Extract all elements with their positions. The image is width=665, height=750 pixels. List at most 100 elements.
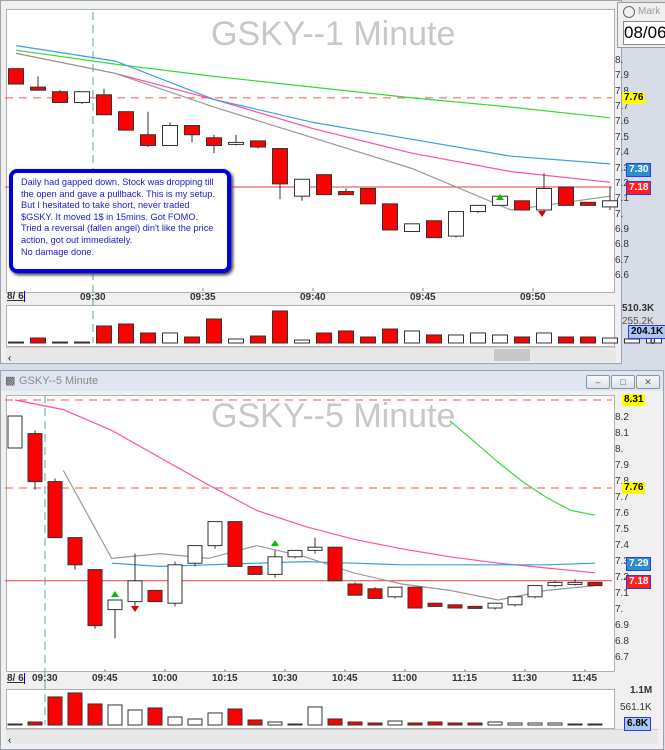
candle-body	[558, 186, 574, 206]
candle-body	[404, 223, 420, 232]
volume-bar	[382, 328, 398, 344]
window-title-bar[interactable]: ▩ GSKY--5 Minute – □ ✕	[1, 371, 663, 391]
candle-body	[184, 125, 200, 136]
market-time-widget[interactable]: Mark 08/06/	[617, 2, 665, 48]
price-tick-label: 8.	[615, 55, 624, 66]
volume-bar	[316, 332, 332, 344]
volume-bar	[558, 336, 574, 344]
candle-body	[250, 140, 266, 148]
volume-bar	[96, 325, 112, 344]
time-tick-label: 09:45	[410, 292, 436, 303]
volume-bar	[27, 721, 43, 726]
volume-bar	[387, 720, 403, 726]
candle-body	[162, 125, 178, 146]
candle-body	[96, 94, 112, 116]
volume-bar	[307, 706, 323, 726]
candle-body	[602, 200, 618, 208]
price-tick-label: 7.2	[615, 177, 629, 189]
volume-bar	[147, 707, 163, 726]
volume-bar	[52, 341, 68, 344]
scroll-left-icon[interactable]: ‹	[8, 353, 12, 364]
volume-bar	[207, 712, 223, 726]
volume-bar	[67, 692, 83, 726]
sell-arrow-icon	[538, 211, 546, 217]
time-tick-label: 09:45	[92, 673, 118, 684]
note-line: Daily had gapped down. Stock was droppin…	[21, 177, 215, 222]
volume-bar	[507, 722, 523, 726]
last-price-tag: 7.18	[626, 574, 652, 589]
candle-body	[7, 415, 23, 449]
candle-body	[367, 588, 383, 599]
volume-bar	[118, 323, 134, 344]
price-tick-label: 7.5	[615, 523, 629, 535]
volume-bar	[127, 709, 143, 726]
buy-arrow-icon	[111, 591, 119, 597]
volume-bar	[567, 723, 583, 726]
volume-bar	[470, 332, 486, 344]
date-label-5m: 8/ 6	[7, 673, 25, 684]
candle-body	[206, 137, 222, 146]
volume-bar	[162, 332, 178, 344]
price-tick-label: 7.1	[615, 193, 629, 205]
ma-green-line	[15, 49, 611, 119]
candle-body	[147, 589, 163, 603]
chart-watermark-5m: GSKY--5 Minute	[211, 397, 456, 435]
candle-body	[127, 580, 143, 603]
candle-body	[247, 565, 263, 575]
volume-bar	[227, 708, 243, 726]
candle-body	[87, 569, 103, 627]
volume-bar	[514, 336, 530, 344]
price-tick-label: 6.9	[615, 223, 629, 235]
sell-arrow-icon	[131, 606, 139, 612]
time-tick-label: 10:45	[332, 673, 358, 684]
candle-body	[536, 187, 552, 211]
chart-icon: ▩	[5, 375, 16, 387]
volume-bar	[247, 719, 263, 726]
volume-bar	[407, 722, 423, 726]
time-tick-label: 11:00	[392, 673, 418, 684]
volume-bar	[74, 341, 90, 344]
maximize-button[interactable]: □	[611, 375, 635, 389]
candle-body	[547, 581, 563, 587]
volume-last-tag-5m: 6.8K	[624, 717, 652, 731]
price-tick-label: 7.5	[615, 131, 629, 143]
volume-bar	[30, 337, 46, 344]
volume-bar	[487, 721, 503, 726]
minimize-button[interactable]: –	[586, 375, 610, 389]
scrollbar-thumb[interactable]	[494, 349, 530, 361]
volume-zero-label: 0	[650, 336, 656, 347]
candle-body	[27, 433, 43, 483]
horizontal-scrollbar[interactable]: ‹	[6, 347, 616, 364]
close-button[interactable]: ✕	[636, 375, 660, 389]
candle-body	[47, 481, 63, 539]
price-tick-label: 6.8	[615, 635, 629, 647]
market-label: Mark	[638, 6, 661, 17]
volume-bar	[7, 723, 23, 726]
price-tick-label: 8.2	[615, 411, 629, 423]
market-date-field[interactable]: 08/06/	[623, 21, 665, 45]
candle-body	[8, 68, 24, 85]
volume-bar	[8, 341, 24, 344]
price-tick-label: 7.	[615, 208, 624, 220]
candle-body	[52, 91, 68, 103]
volume-mid-label-5m: 561.1K	[620, 702, 652, 713]
price-tick-label: 6.6	[615, 270, 629, 282]
ma-blue-line	[111, 560, 596, 568]
volume-bar	[360, 336, 376, 344]
candle-body	[347, 583, 363, 596]
volume-bar	[87, 703, 103, 726]
horizontal-scrollbar-5m[interactable]: ‹	[6, 729, 658, 746]
candle-body	[514, 200, 530, 211]
scroll-left-icon[interactable]: ‹	[8, 735, 12, 746]
volume-bar	[367, 722, 383, 726]
candle-body	[267, 556, 283, 575]
price-tick-label: 8.1	[615, 427, 629, 439]
volume-bar	[527, 722, 543, 726]
volume-bar	[250, 335, 266, 344]
sell-arrow-icon	[327, 556, 337, 566]
volume-bar	[267, 721, 283, 726]
time-tick-label: 11:15	[452, 673, 478, 684]
price-plot-5m[interactable]	[6, 395, 615, 672]
volume-last-tag: 204.1K	[628, 325, 665, 339]
ma-price-tag: 7.30	[626, 162, 652, 177]
